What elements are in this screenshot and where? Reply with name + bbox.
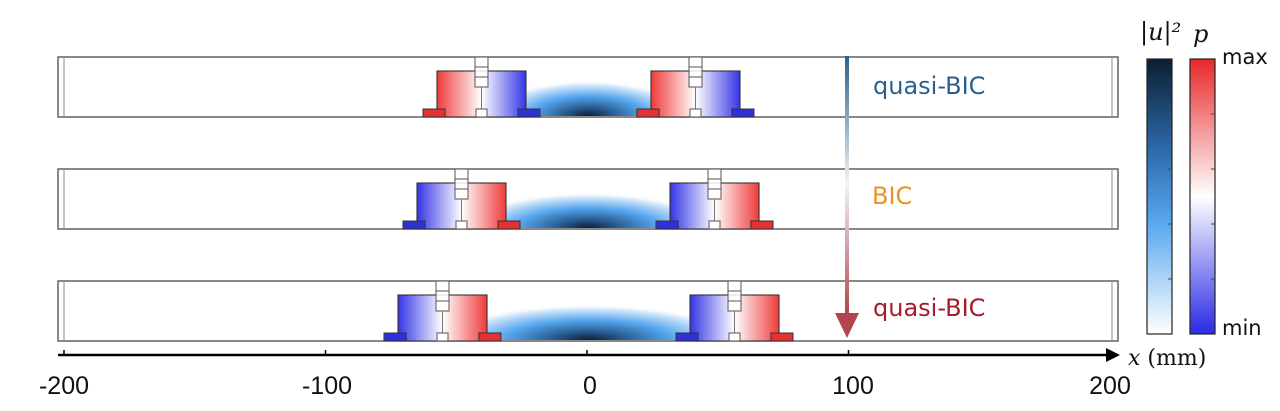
resonator-foot-left: [402, 220, 426, 230]
resonator-neck: [454, 168, 469, 200]
resonator-foot-right: [517, 108, 541, 118]
resonator-foot-left: [383, 332, 407, 342]
sweep-arrow: [835, 56, 859, 338]
resonator: [422, 56, 541, 118]
resonator-foot-right: [478, 332, 502, 342]
x-axis-arrowhead: [1106, 348, 1120, 362]
x-axis: [58, 348, 1120, 362]
x-axis-label: x (mm): [1128, 346, 1206, 371]
colorbar-u-title: |u|²: [1140, 18, 1182, 46]
mode-label-quasi-bic-top: quasi-BIC: [873, 72, 986, 100]
colorbar-min-label: min: [1222, 316, 1262, 340]
x-tick-label: 100: [832, 372, 874, 400]
resonator-stem-base: [708, 220, 721, 230]
resonator-stem-base: [455, 220, 468, 230]
resonator-stem-base: [689, 108, 702, 118]
resonator-foot-left: [422, 108, 446, 118]
resonator-neck: [707, 168, 722, 200]
resonator-foot-right: [731, 108, 755, 118]
resonator-foot-left: [655, 220, 679, 230]
resonator-foot-right: [497, 220, 521, 230]
x-tick-label: 0: [583, 372, 597, 400]
resonator-foot-right: [750, 220, 774, 230]
x-tick-label: 200: [1089, 372, 1131, 400]
resonator-foot-left: [636, 108, 660, 118]
colorbars: [1146, 58, 1216, 335]
x-tick-label: -200: [38, 372, 90, 400]
waveguide-row: [57, 280, 1119, 342]
mode-label-bic: BIC: [872, 182, 913, 210]
resonator-stem-base: [728, 332, 741, 342]
colorbar-u: [1146, 58, 1173, 335]
sweep-arrow-shaft: [845, 56, 849, 313]
resonator-stem-base: [436, 332, 449, 342]
x-axis-variable: x: [1128, 346, 1141, 371]
field-intensity: [486, 170, 690, 228]
colorbar-max-label: max: [1222, 45, 1268, 69]
resonator: [675, 280, 794, 342]
mode-label-quasi-bic-bottom: quasi-BIC: [873, 294, 986, 322]
waveguide-row: [57, 56, 1119, 118]
resonator-stem-base: [475, 108, 488, 118]
resonator-neck: [727, 280, 742, 312]
resonator: [655, 168, 774, 230]
resonator: [636, 56, 755, 118]
field-intensity: [506, 58, 671, 116]
resonator: [383, 280, 502, 342]
field-intensity: [467, 282, 710, 340]
resonator-foot-left: [675, 332, 699, 342]
colorbar-p-title: p: [1193, 20, 1209, 48]
waveguide-row: [57, 168, 1119, 230]
x-tick-label: -100: [301, 372, 353, 400]
resonator-neck: [474, 56, 489, 88]
sweep-arrow-head: [835, 313, 859, 338]
colorbar-p: [1189, 58, 1216, 335]
x-axis-unit: (mm): [1147, 346, 1207, 371]
resonator-neck: [435, 280, 450, 312]
resonator-neck: [688, 56, 703, 88]
resonator: [402, 168, 521, 230]
resonator-foot-right: [770, 332, 794, 342]
